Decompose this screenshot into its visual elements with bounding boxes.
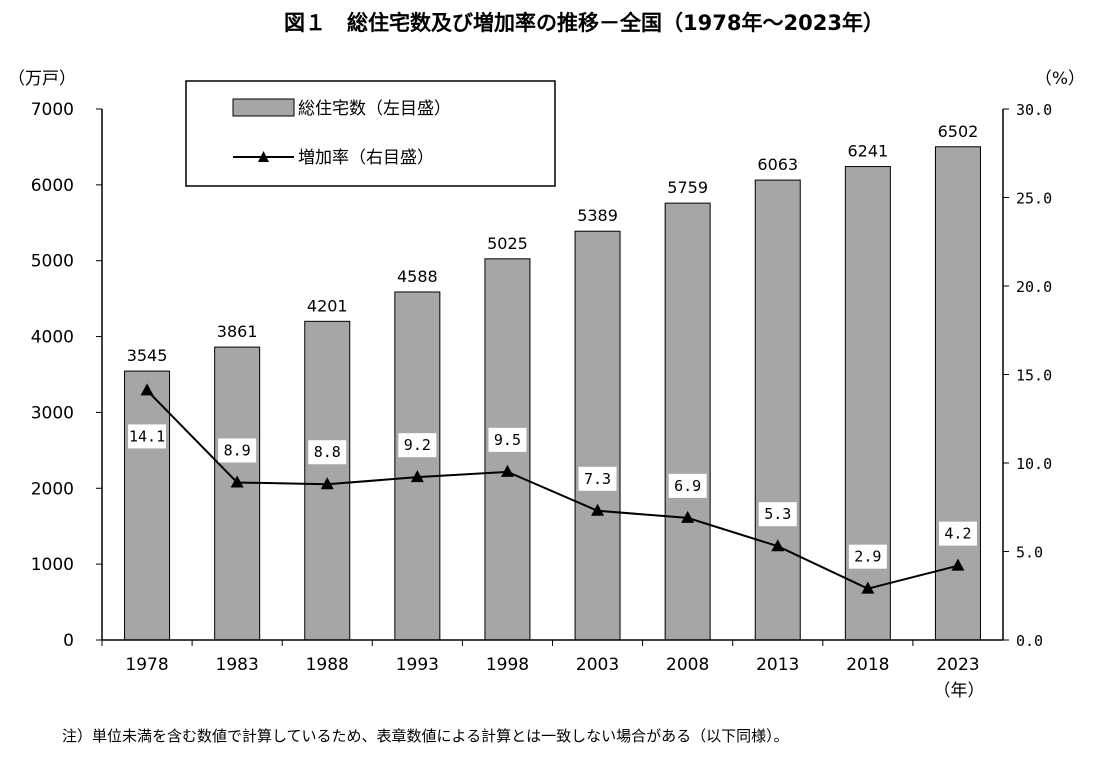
rate-label-bg-2013 [758,502,797,527]
bar-value-label-2003: 5389 [577,206,618,225]
rate-label-2003: 7.3 [584,470,611,488]
bar-value-label-1983: 3861 [217,322,258,341]
rate-marker-1983 [230,475,244,488]
right-tick-label-30.0: 30.0 [1016,101,1052,119]
rate-marker-1978 [140,383,154,396]
rate-label-bg-1998 [488,427,527,452]
x-tick-label-2018: 2018 [846,655,889,675]
rate-label-bg-2023 [938,521,977,546]
right-tick-label-15.0: 15.0 [1016,367,1052,385]
rate-label-bg-2003 [578,466,617,491]
x-tick-label-2003: 2003 [576,655,619,675]
x-tick-label-2008: 2008 [666,655,709,675]
x-tick-label-1983: 1983 [216,655,259,675]
left-tick-label-2000: 2000 [31,479,74,499]
x-tick-label-1978: 1978 [125,655,168,675]
bar-series [124,146,981,641]
right-tick-label-10.0: 10.0 [1016,455,1052,473]
rate-marker-2018 [861,581,875,594]
right-tick-label-5.0: 5.0 [1016,544,1043,562]
x-tick-label-1988: 1988 [306,655,349,675]
right-axis-unit: （%） [1035,69,1085,89]
rate-marker-2008 [681,510,695,523]
left-tick-label-1000: 1000 [31,555,74,575]
x-tick-label-2023: 2023 [936,655,979,675]
legend-label-housing: 総住宅数（左目盛） [298,99,451,119]
rate-line-series [140,383,965,594]
bar-value-label-1998: 5025 [487,234,528,253]
rate-label-2008: 6.9 [674,477,701,495]
legend-box [185,80,556,187]
rate-label-2018: 2.9 [854,548,881,566]
left-tick-label-3000: 3000 [31,403,74,423]
legend-bar-swatch [232,98,295,117]
rate-label-bg-2018 [848,544,887,569]
rate-label-1983: 8.9 [224,441,251,459]
rate-label-bg-1978 [128,424,167,449]
rate-label-1998: 9.5 [494,431,521,449]
rate-label-2013: 5.3 [764,505,791,523]
rate-marker-2013 [771,539,785,552]
bar-value-label-2013: 6063 [757,155,798,174]
bar-2003 [574,230,621,641]
right-tick-label-20.0: 20.0 [1016,278,1052,296]
legend-triangle-marker [258,151,269,162]
bar-1993 [394,291,441,641]
bar-value-label-2008: 5759 [667,178,708,197]
right-tick-label-0.0: 0.0 [1016,632,1043,650]
rate-marker-1988 [320,477,334,490]
rate-label-1978: 14.1 [129,427,165,445]
bar-2013 [754,179,801,641]
bar-value-label-2018: 6241 [847,142,888,161]
bar-value-label-1993: 4588 [397,267,438,286]
rate-label-bg-1983 [218,438,257,463]
footnote: 注）単位未満を含む数値で計算しているため、表章数値による計算とは一致しない場合が… [62,727,789,745]
rate-marker-1998 [500,464,514,477]
left-tick-label-6000: 6000 [31,176,74,196]
data-labels: 3545 3861 4201 4588 5025 5389 5759 6063 6241 6502… [127,122,979,569]
left-tick-label-5000: 5000 [31,252,74,272]
bar-2023 [934,146,981,641]
rate-marker-1993 [410,470,424,483]
rate-label-1993: 9.2 [404,436,431,454]
bar-value-label-2023: 6502 [938,122,979,141]
left-tick-label-0: 0 [63,631,74,651]
left-tick-label-4000: 4000 [31,328,74,348]
rate-label-bg-1993 [398,433,437,458]
bar-1978 [124,370,171,641]
rate-marker-2003 [591,503,605,516]
chart-title: 図１ 総住宅数及び増加率の推移－全国（1978年～2023年） [284,11,884,35]
rate-label-bg-2008 [668,473,707,498]
bar-value-label-1978: 3545 [127,346,168,365]
left-tick-label-7000: 7000 [31,100,74,120]
bar-value-label-1988: 4201 [307,296,348,315]
x-axis-unit: （年） [934,681,985,701]
rate-marker-2023 [951,558,965,571]
bar-2008 [664,202,711,641]
legend: 総住宅数（左目盛） 増加率（右目盛） [185,80,556,187]
legend-label-rate: 増加率（右目盛） [298,148,434,168]
rate-line [146,389,959,590]
bar-1983 [214,346,261,641]
axes: 0 1000 2000 3000 4000 5000 6000 7000 0.0 5.0 10.0 1… [31,100,1052,675]
rate-label-1988: 8.8 [314,443,341,461]
bar-2018 [844,166,891,641]
right-tick-label-25.0: 25.0 [1016,190,1052,208]
x-tick-label-1998: 1998 [486,655,529,675]
rate-label-bg-1988 [308,440,347,465]
left-axis-unit: （万戸） [8,69,76,89]
rate-label-2023: 4.2 [944,525,971,543]
x-tick-label-1993: 1993 [396,655,439,675]
x-tick-label-2013: 2013 [756,655,799,675]
